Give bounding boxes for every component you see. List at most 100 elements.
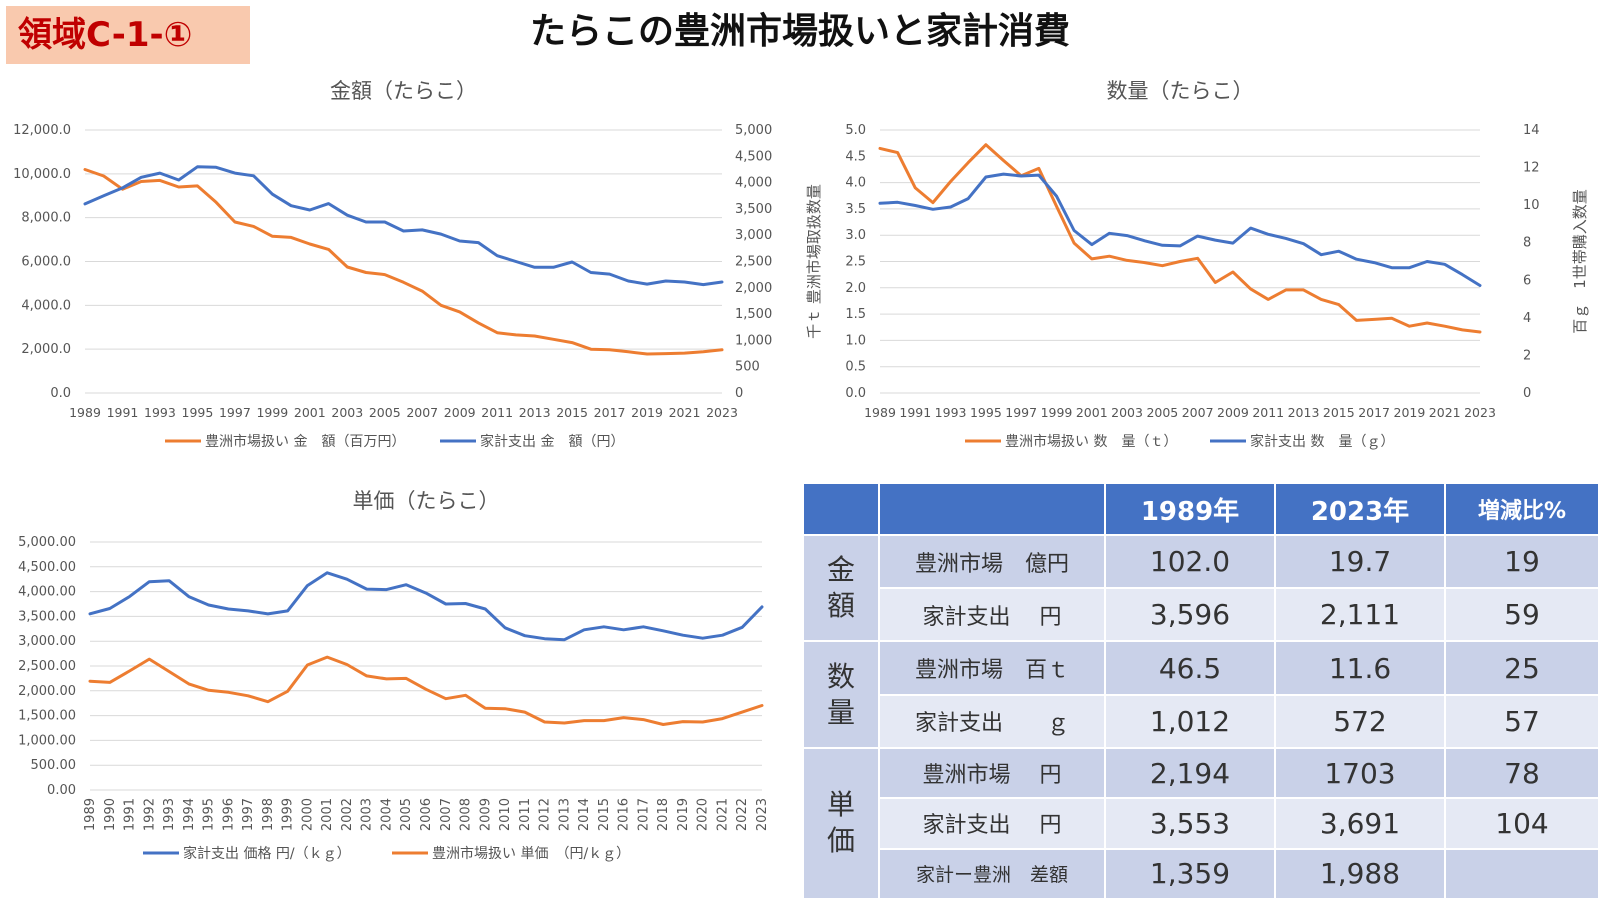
x-tick-label: 1996 (221, 798, 236, 831)
y2-tick-label: 3,000 (735, 228, 772, 243)
y2-tick-label: 2,000 (735, 281, 772, 296)
legend-label: 豊洲市場扱い 数 量（ｔ） (1005, 433, 1177, 450)
cell-2023: 19.7 (1274, 533, 1446, 590)
cell-ratio: 57 (1444, 693, 1600, 749)
y-tick-label: 4.0 (845, 176, 866, 191)
amount-chart: 金額（たらこ） 0.0 2,000.0 4,000.0 6,000.0 8,000.0 10… (13, 79, 772, 450)
legend-label: 家計支出 数 量（ｇ） (1250, 433, 1394, 450)
x-tick-label: 1998 (261, 798, 276, 831)
y2-tick-label: 4,000 (735, 176, 772, 191)
y-tick-label: 0.5 (845, 360, 866, 375)
x-tick-label: 2019 (631, 405, 663, 420)
cell-1989: 3,553 (1104, 797, 1276, 850)
cell-1989: 3,596 (1104, 587, 1276, 643)
x-tick-label: 2007 (1182, 405, 1214, 420)
x-tick-label: 2023 (755, 798, 770, 831)
x-tick-label: 2013 (557, 798, 572, 831)
x-tick-label: 1994 (182, 798, 197, 831)
cell-2023: 572 (1274, 693, 1446, 749)
x-tick-label: 2021 (669, 405, 701, 420)
y-tick-label: 1,500.00 (18, 709, 76, 724)
y2-tick-label: 12 (1523, 161, 1540, 176)
y-tick-label: 2,000.00 (18, 684, 76, 699)
x-tick-label: 2005 (399, 798, 414, 831)
x-tick-label: 2003 (1111, 405, 1143, 420)
y2-tick-label: 4 (1523, 311, 1531, 326)
y-tick-label: 3.5 (845, 202, 866, 217)
x-tick-label: 2001 (320, 798, 335, 831)
cell-2023: 1703 (1274, 746, 1446, 800)
chart-title: 数量（たらこ） (1107, 79, 1254, 103)
series-line-0 (878, 143, 1482, 334)
x-tick-label: 2001 (1076, 405, 1108, 420)
y-tick-label: 6,000.0 (21, 255, 71, 270)
x-tick-label: 1993 (935, 405, 967, 420)
cell-2023: 1,988 (1274, 847, 1446, 900)
cell-2023: 11.6 (1274, 640, 1446, 696)
x-tick-label: 2021 (715, 798, 730, 831)
x-tick-label: 2009 (478, 798, 493, 831)
y-tick-label: 10,000.0 (13, 167, 71, 182)
x-tick-label: 2000 (300, 798, 315, 831)
x-tick-label: 1991 (899, 405, 931, 420)
series-line-1 (83, 165, 724, 287)
x-tick-label: 2018 (656, 798, 671, 831)
x-tick-label: 1989 (83, 798, 98, 831)
y2-tick-label: 6 (1523, 273, 1531, 288)
y2-tick-label: 10 (1523, 198, 1540, 213)
x-tick-label: 2017 (1358, 405, 1390, 420)
series-line-0 (88, 571, 764, 642)
cell-ratio (1444, 847, 1600, 900)
x-tick-label: 1991 (107, 405, 139, 420)
x-tick-label: 2005 (369, 405, 401, 420)
x-tick-label: 2016 (617, 798, 632, 831)
x-tick-label: 2009 (444, 405, 476, 420)
x-tick-label: 2015 (556, 405, 588, 420)
y-tick-label: 4,000.00 (18, 585, 76, 600)
x-tick-label: 1989 (69, 405, 101, 420)
x-tick-label: 1991 (123, 798, 138, 831)
group-unit-price: 単 価 (802, 746, 880, 900)
cell-ratio: 19 (1444, 533, 1600, 590)
x-tick-label: 2011 (481, 405, 513, 420)
cell-1989: 102.0 (1104, 533, 1276, 590)
y-tick-label: 5,000.00 (18, 535, 76, 550)
x-tick-label: 1993 (162, 798, 177, 831)
x-tick-label: 2007 (439, 798, 454, 831)
x-tick-label: 2022 (735, 798, 750, 831)
x-tick-label: 2021 (1429, 405, 1461, 420)
table-row: 家計支出 円 3,553 3,691 104 (803, 797, 1600, 850)
x-tick-label: 2019 (1394, 405, 1426, 420)
x-tick-label: 2015 (1323, 405, 1355, 420)
legend-label: 豊洲市場扱い 金 額（百万円） (205, 433, 405, 450)
row-label: 家計支出 円 (878, 587, 1106, 643)
cell-1989: 46.5 (1104, 640, 1276, 696)
x-tick-label: 2023 (706, 405, 738, 420)
table-header-1989: 1989年 (1104, 482, 1276, 536)
x-tick-label: 2007 (406, 405, 438, 420)
y-tick-label: 3.0 (845, 228, 866, 243)
x-tick-label: 2023 (1464, 405, 1496, 420)
x-tick-label: 2017 (636, 798, 651, 831)
cell-ratio: 104 (1444, 797, 1600, 850)
x-tick-label: 2009 (1217, 405, 1249, 420)
chart-title: 金額（たらこ） (330, 79, 477, 103)
cell-ratio: 25 (1444, 640, 1600, 696)
y2-tick-label: 2,500 (735, 255, 772, 270)
y-tick-label: 4,000.0 (21, 298, 71, 313)
x-tick-label: 2001 (294, 405, 326, 420)
y-tick-label: 2.0 (845, 281, 866, 296)
row-label: 家計ー豊洲 差額 (878, 847, 1106, 900)
row-label: 家計支出 円 (878, 797, 1106, 850)
x-tick-label: 1997 (241, 798, 256, 831)
y-tick-label: 0.00 (47, 783, 76, 798)
x-tick-label: 1995 (182, 405, 214, 420)
chart-title: 単価（たらこ） (353, 489, 500, 513)
page-title: たらこの豊洲市場扱いと家計消費 (529, 11, 1070, 52)
row-label: 豊洲市場 億円 (878, 533, 1106, 590)
section-tag: 領域C-1-① (6, 6, 250, 64)
summary-table: 1989年 2023年 増減比% 金 額 豊洲市場 億円 102.0 19.7 … (802, 482, 1600, 900)
x-tick-label: 2019 (676, 798, 691, 831)
y2-tick-label: 3,500 (735, 202, 772, 217)
cell-ratio: 78 (1444, 746, 1600, 800)
